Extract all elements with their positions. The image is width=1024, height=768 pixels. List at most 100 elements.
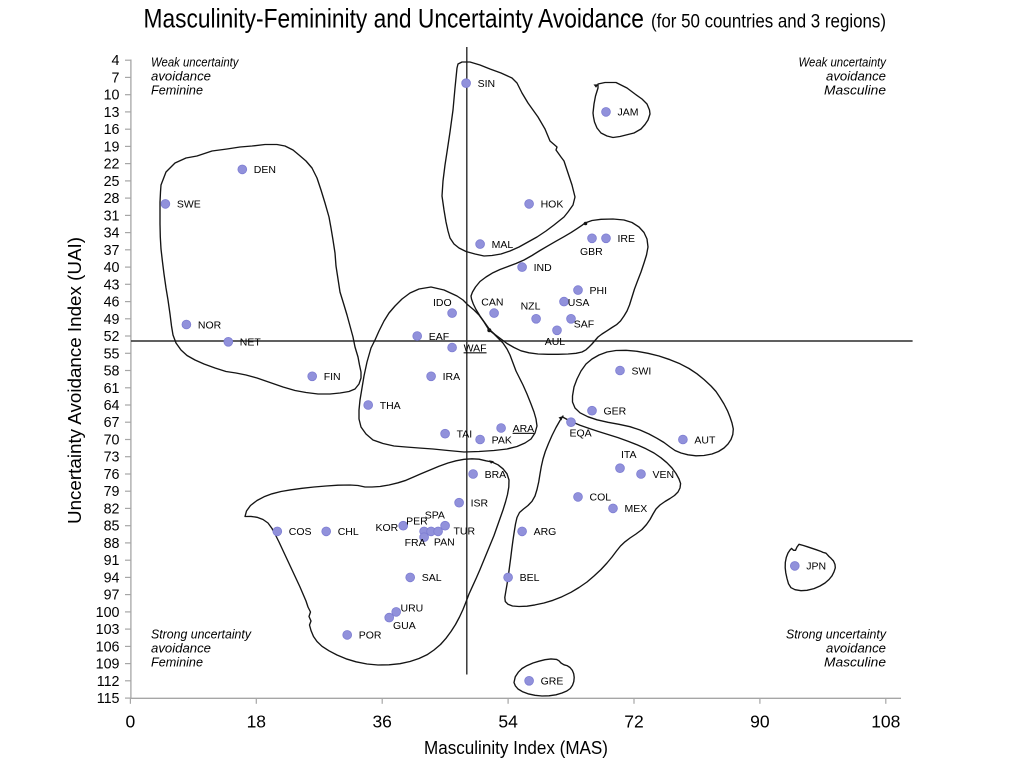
svg-text:106: 106 [96,639,120,655]
svg-text:IDO: IDO [433,297,452,309]
svg-text:USA: USA [568,297,590,309]
svg-text:GUA: GUA [393,620,416,632]
svg-text:avoidance: avoidance [826,70,886,84]
svg-text:64: 64 [104,398,120,414]
svg-text:37: 37 [104,243,120,259]
svg-text:ITA: ITA [621,449,637,461]
svg-text:BEL: BEL [520,572,540,584]
svg-text:Strong uncertainty: Strong uncertainty [151,628,252,642]
svg-text:58: 58 [104,364,120,380]
svg-text:THA: THA [380,400,401,412]
svg-text:HOK: HOK [541,199,564,211]
svg-text:16: 16 [104,122,120,138]
svg-text:67: 67 [104,415,120,431]
svg-text:Strong uncertainty: Strong uncertainty [786,628,887,642]
svg-text:SIN: SIN [478,78,496,90]
svg-text:ARG: ARG [534,526,557,538]
svg-text:79: 79 [104,484,120,500]
svg-text:13: 13 [104,105,120,121]
svg-text:ARA: ARA [513,423,535,435]
svg-text:NET: NET [240,337,262,349]
svg-text:55: 55 [104,346,120,362]
svg-text:VEN: VEN [653,469,675,481]
svg-text:EAF: EAF [429,331,449,343]
svg-text:112: 112 [97,674,120,690]
svg-text:43: 43 [104,277,120,293]
svg-text:97: 97 [104,588,120,604]
svg-text:MAL: MAL [492,239,514,251]
svg-text:Masculinity Index (MAS): Masculinity Index (MAS) [424,738,608,758]
svg-text:49: 49 [104,312,120,328]
svg-text:avoidance: avoidance [151,70,211,84]
svg-text:Weak uncertainty: Weak uncertainty [799,56,887,70]
svg-text:28: 28 [104,191,120,207]
svg-text:61: 61 [104,381,120,397]
svg-text:46: 46 [104,295,120,311]
svg-text:70: 70 [104,433,120,449]
svg-text:AUT: AUT [694,434,716,446]
svg-text:NOR: NOR [198,319,222,331]
svg-text:COL: COL [590,492,612,504]
svg-text:POR: POR [359,630,382,642]
svg-text:AUL: AUL [545,336,566,348]
svg-text:36: 36 [372,712,391,732]
svg-text:76: 76 [104,467,120,483]
svg-text:85: 85 [104,519,120,535]
svg-text:82: 82 [104,501,120,517]
svg-text:Feminine: Feminine [151,84,203,98]
svg-text:34: 34 [104,226,120,242]
svg-text:JAM: JAM [618,107,639,119]
svg-text:TAI: TAI [457,429,473,441]
svg-text:31: 31 [104,208,120,224]
svg-text:4: 4 [112,53,120,69]
svg-text:(for 50 countries and 3 region: (for 50 countries and 3 regions) [651,11,886,33]
svg-text:TUR: TUR [454,526,476,538]
svg-text:NZL: NZL [521,301,541,313]
svg-text:IND: IND [534,262,553,274]
svg-text:avoidance: avoidance [151,642,211,656]
svg-text:GBR: GBR [580,246,603,258]
svg-text:PHI: PHI [590,285,608,297]
svg-text:7: 7 [112,70,120,86]
svg-text:JPN: JPN [806,561,826,573]
svg-text:94: 94 [104,570,120,586]
svg-text:18: 18 [247,712,266,732]
svg-text:PAN: PAN [434,536,455,548]
svg-text:PAK: PAK [492,434,512,446]
svg-text:FRA: FRA [405,537,426,549]
svg-text:52: 52 [104,329,120,345]
svg-text:10: 10 [104,88,120,104]
svg-text:91: 91 [104,553,120,569]
svg-text:Uncertainty Avoidance Index (U: Uncertainty Avoidance Index (UAI) [65,237,85,524]
svg-text:KOR: KOR [376,522,399,534]
svg-text:88: 88 [104,536,120,552]
svg-text:73: 73 [104,450,120,466]
svg-text:MEX: MEX [625,503,648,515]
svg-text:IRA: IRA [443,371,461,383]
svg-text:25: 25 [104,174,120,190]
svg-text:PER: PER [406,515,428,527]
svg-text:90: 90 [750,712,770,732]
svg-text:SWE: SWE [177,199,201,211]
svg-text:GRE: GRE [541,676,564,688]
svg-text:IRE: IRE [618,233,636,245]
svg-text:72: 72 [624,712,643,732]
svg-text:ISR: ISR [471,498,489,510]
svg-text:COS: COS [289,526,312,538]
svg-text:54: 54 [498,712,518,732]
svg-text:URU: URU [401,602,424,614]
svg-text:DEN: DEN [254,164,276,176]
svg-text:EQA: EQA [570,427,592,439]
svg-text:Weak uncertainty: Weak uncertainty [151,56,239,70]
svg-text:115: 115 [97,691,120,707]
svg-text:CAN: CAN [481,296,503,308]
svg-text:108: 108 [871,712,900,732]
svg-text:0: 0 [126,712,136,732]
svg-text:SAL: SAL [422,572,442,584]
svg-text:FIN: FIN [324,371,341,383]
svg-text:19: 19 [104,139,120,155]
svg-text:103: 103 [96,622,120,638]
svg-text:100: 100 [96,605,120,621]
svg-text:BRA: BRA [485,469,507,481]
svg-text:Masculine: Masculine [824,656,886,670]
